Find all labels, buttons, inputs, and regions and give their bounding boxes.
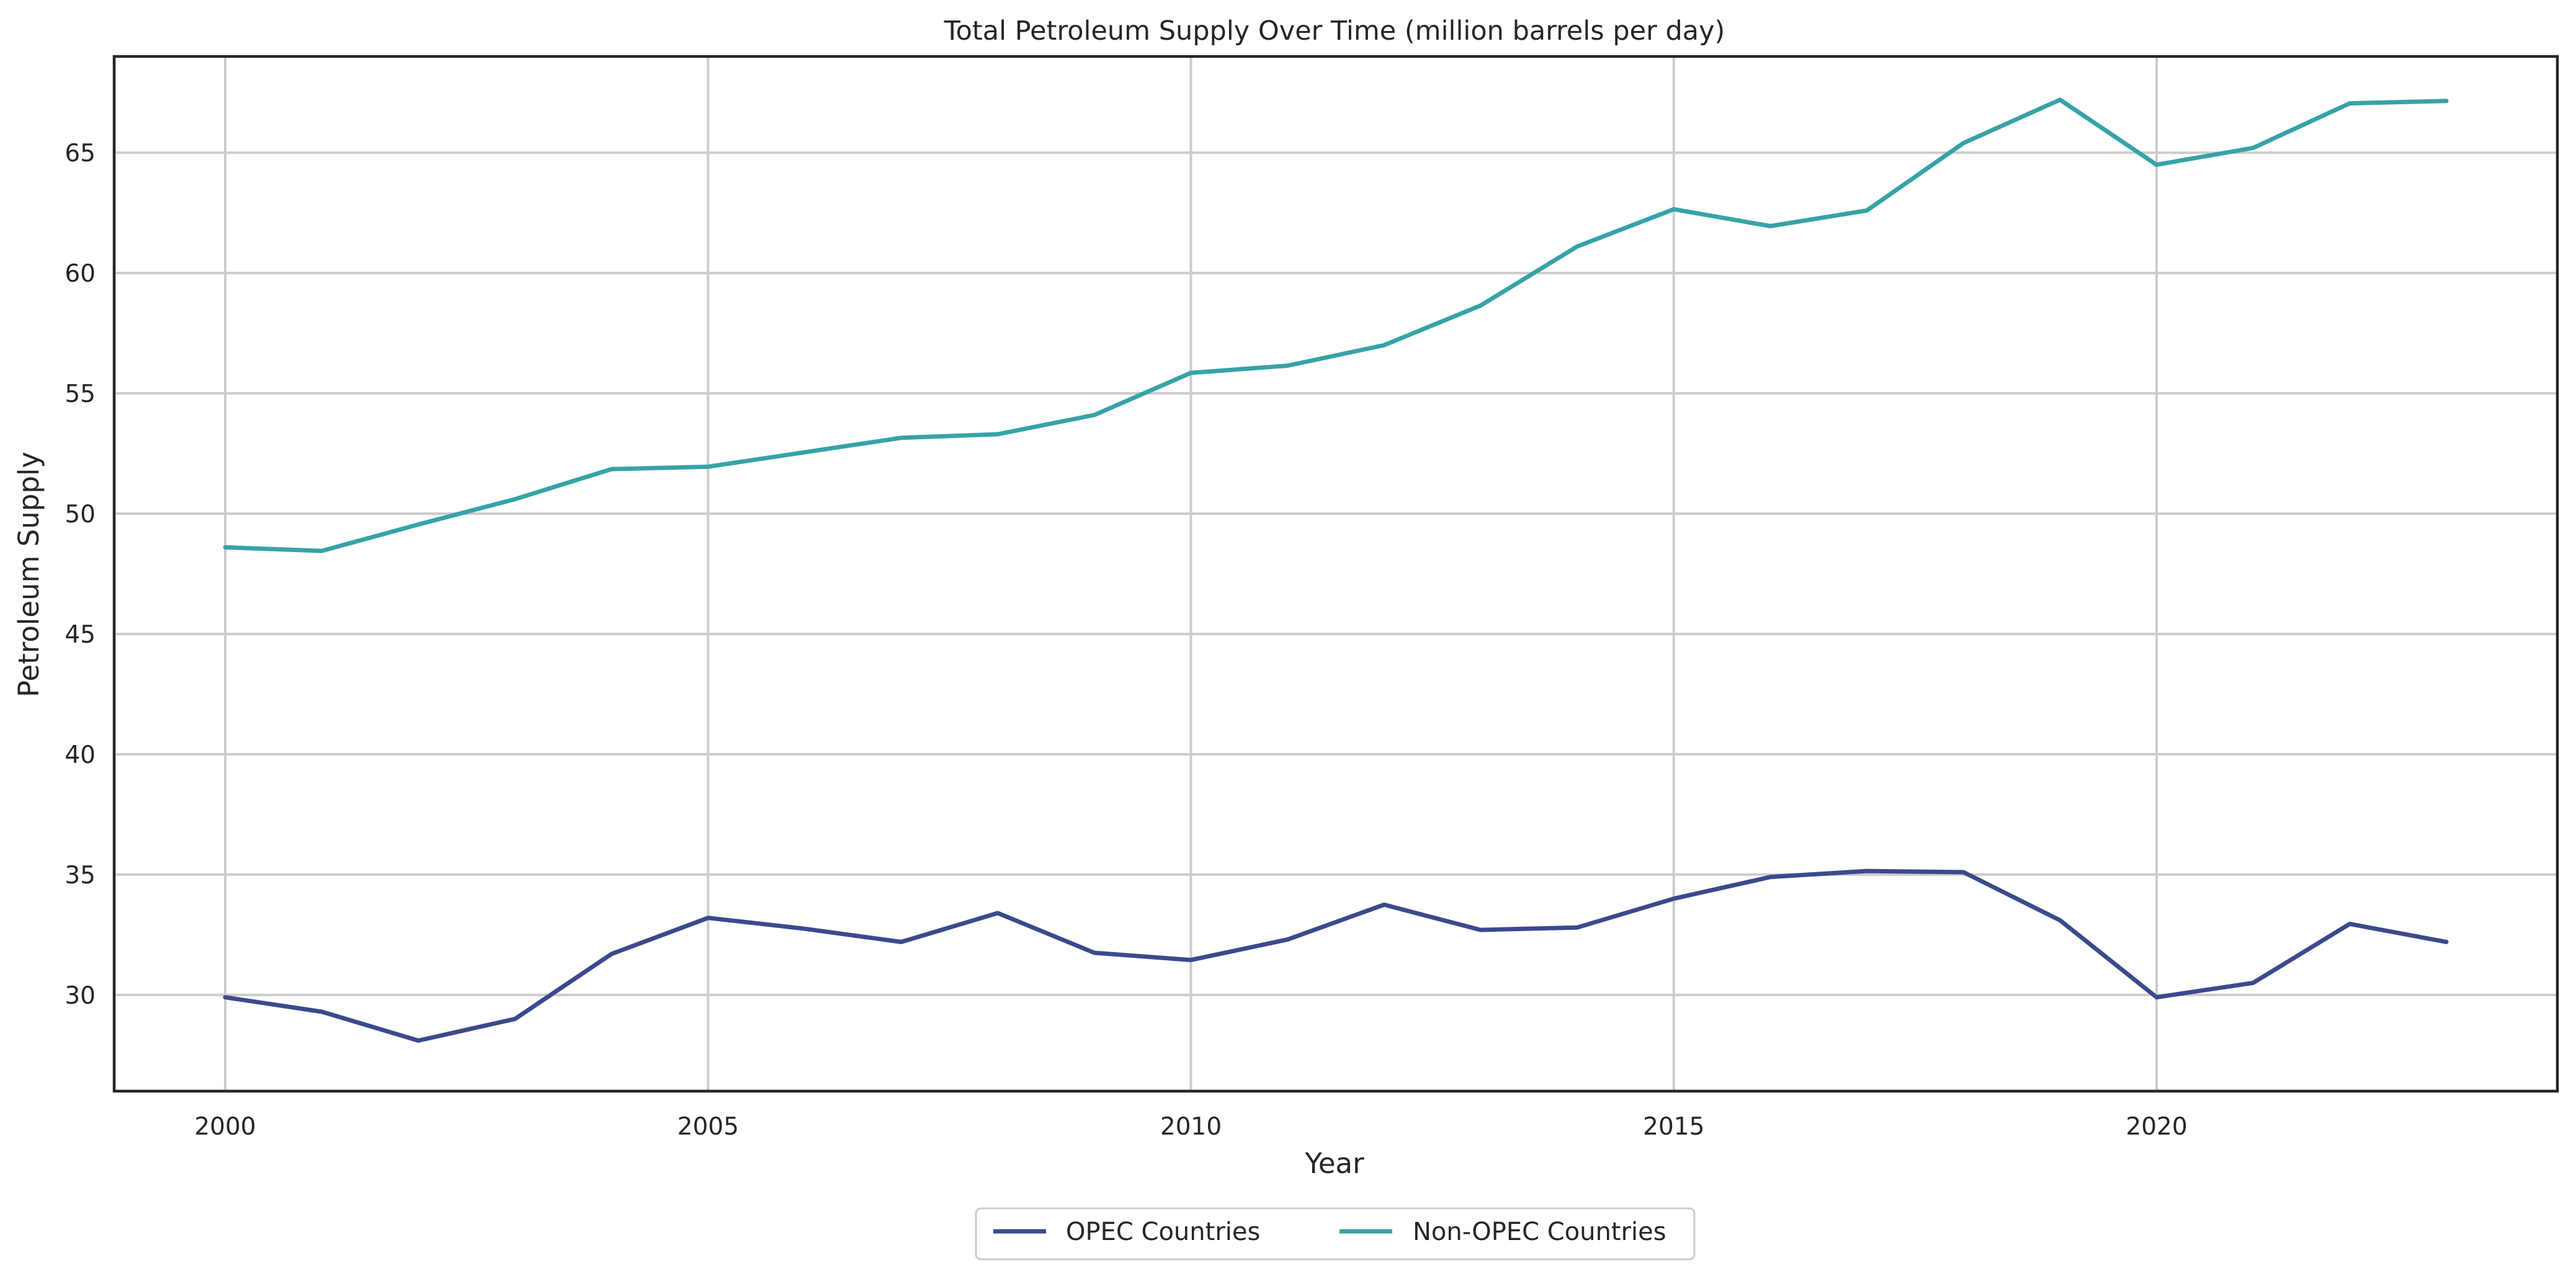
grid-lines bbox=[114, 56, 2557, 1091]
x-tick-label-2015: 2015 bbox=[1643, 1113, 1704, 1141]
x-tick-label-2010: 2010 bbox=[1160, 1113, 1222, 1141]
y-tick-label-60: 60 bbox=[65, 260, 96, 288]
legend-label-non-opec: Non-OPEC Countries bbox=[1413, 1218, 1666, 1246]
legend-label-opec: OPEC Countries bbox=[1066, 1218, 1260, 1246]
y-axis-label: Petroleum Supply bbox=[12, 452, 45, 697]
y-tick-label-50: 50 bbox=[65, 501, 96, 529]
x-tick-label-2005: 2005 bbox=[678, 1113, 739, 1141]
y-tick-label-30: 30 bbox=[65, 982, 96, 1010]
legend: OPEC Countries Non-OPEC Countries bbox=[975, 1207, 1696, 1260]
series-lines bbox=[223, 97, 2449, 1043]
y-tick-label-45: 45 bbox=[65, 621, 96, 649]
x-tick-label-2020: 2020 bbox=[2126, 1113, 2187, 1141]
x-axis-label: Year bbox=[1304, 1147, 1364, 1180]
y-tick-label-55: 55 bbox=[65, 380, 96, 408]
y-tick-labels: 30 35 40 45 50 55 60 65 bbox=[65, 140, 96, 1010]
y-tick-label-40: 40 bbox=[65, 741, 96, 769]
y-tick-label-65: 65 bbox=[65, 140, 96, 167]
series-line-non-opec bbox=[223, 97, 2449, 553]
y-tick-label-35: 35 bbox=[65, 862, 96, 890]
chart-title: Total Petroleum Supply Over Time (millio… bbox=[944, 16, 1725, 47]
x-tick-label-2000: 2000 bbox=[194, 1113, 256, 1141]
legend-box bbox=[975, 1207, 1696, 1260]
x-tick-labels: 2000 2005 2010 2015 2020 bbox=[194, 1113, 2187, 1141]
plot-frame bbox=[112, 55, 2559, 1093]
series-line-opec bbox=[223, 868, 2449, 1043]
